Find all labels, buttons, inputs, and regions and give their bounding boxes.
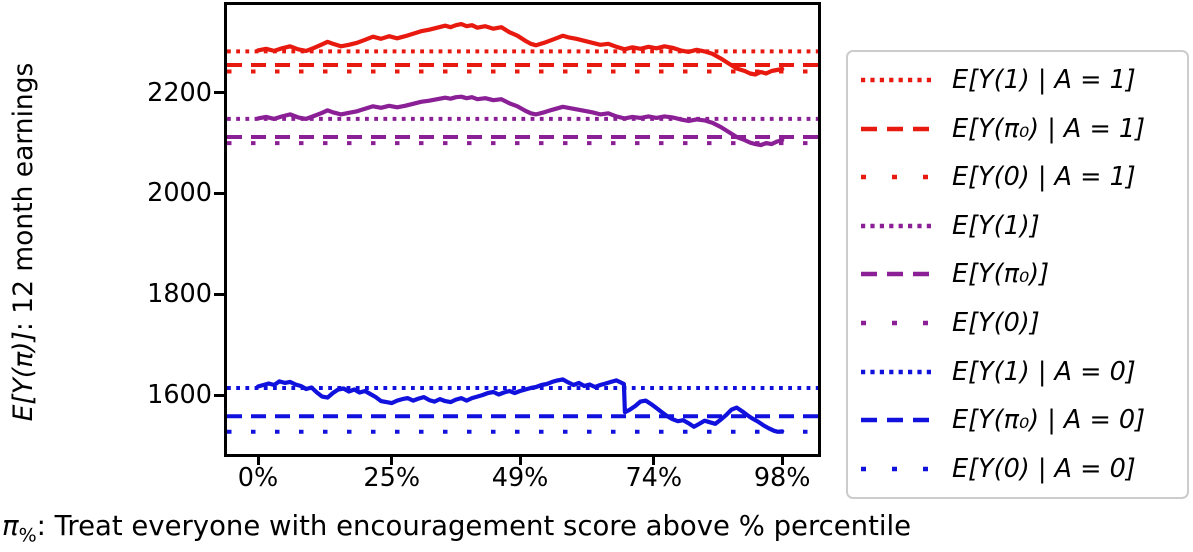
y-tick-label-2200: 2200 bbox=[147, 77, 212, 108]
legend-label: E[Y(1)] bbox=[952, 210, 1040, 241]
legend-label: E[Y(1) | A = 1] bbox=[952, 65, 1136, 96]
x-tick-label-0%: 0% bbox=[237, 463, 279, 493]
legend-label: E[Y(1) | A = 0] bbox=[952, 356, 1136, 387]
legend-item-8: E[Y(0) | A = 0] bbox=[848, 454, 1187, 484]
legend-sample-dotted-line-icon bbox=[861, 78, 933, 83]
y-tick-label-1600: 1600 bbox=[147, 380, 212, 411]
legend-sample-sparse-line-icon bbox=[861, 466, 933, 471]
x-tick-mark-49% bbox=[518, 456, 522, 465]
legend-item-0: E[Y(1) | A = 1] bbox=[848, 65, 1187, 95]
x-tick-label-74%: 74% bbox=[625, 463, 683, 493]
caption-pi-subscript: % bbox=[18, 524, 37, 547]
legend-label: E[Y(0) | A = 0] bbox=[952, 453, 1136, 484]
legend-item-4: E[Y(π₀)] bbox=[848, 259, 1187, 289]
x-tick-label-98%: 98% bbox=[753, 463, 811, 493]
legend-box: E[Y(1) | A = 1] E[Y(π₀) | A = 1] E[Y(0) | … bbox=[846, 50, 1189, 499]
legend-sample-sparse-line-icon bbox=[861, 175, 933, 180]
x-axis-caption: π%: Treat everyone with encouragement sc… bbox=[2, 508, 911, 552]
y-tick-label-2000: 2000 bbox=[147, 178, 212, 209]
caption-text: : Treat everyone with encouragement scor… bbox=[36, 510, 912, 542]
legend-label: E[Y(π₀)] bbox=[952, 259, 1050, 290]
y-tick-mark-2200 bbox=[214, 91, 224, 95]
legend-sample-dashed-line-icon bbox=[861, 126, 933, 132]
legend-item-1: E[Y(π₀) | A = 1] bbox=[848, 114, 1187, 144]
policy-value-curve-overall bbox=[255, 94, 785, 148]
x-tick-label-49%: 49% bbox=[491, 463, 549, 493]
y-tick-label-1800: 1800 bbox=[147, 279, 212, 310]
x-tick-mark-98% bbox=[780, 456, 784, 465]
legend-sample-dotted-line-icon bbox=[861, 369, 933, 374]
legend-item-5: E[Y(0)] bbox=[848, 308, 1187, 338]
plot-area bbox=[227, 22, 818, 434]
y-axis-label-rest: : 12 month earnings bbox=[8, 62, 39, 332]
legend-sample-dashed-line-icon bbox=[861, 417, 933, 423]
caption-pi-symbol: π bbox=[2, 510, 19, 542]
y-axis-label-math: E[Y(π)] bbox=[8, 331, 39, 422]
legend-item-2: E[Y(0) | A = 1] bbox=[848, 162, 1187, 192]
legend-sample-dotted-line-icon bbox=[861, 223, 933, 229]
y-axis-label: E[Y(π)]: 12 month earnings bbox=[5, 14, 43, 470]
legend-sample-sparse-line-icon bbox=[861, 320, 933, 326]
legend-item-3: E[Y(1)] bbox=[848, 211, 1187, 241]
policy-value-curve-control bbox=[255, 377, 785, 434]
x-tick-mark-25% bbox=[390, 456, 394, 465]
legend-sample-dashed-line-icon bbox=[861, 272, 933, 277]
y-tick-mark-1800 bbox=[214, 292, 224, 296]
legend-item-6: E[Y(1) | A = 0] bbox=[848, 357, 1187, 387]
legend-label: E[Y(π₀) | A = 1] bbox=[952, 113, 1146, 144]
y-tick-mark-1600 bbox=[214, 393, 224, 397]
legend-label: E[Y(π₀) | A = 0] bbox=[952, 405, 1146, 436]
legend-item-7: E[Y(π₀) | A = 0] bbox=[848, 405, 1187, 435]
y-tick-mark-2000 bbox=[214, 191, 224, 195]
x-tick-mark-0% bbox=[256, 456, 260, 465]
legend-label: E[Y(0) | A = 1] bbox=[952, 162, 1136, 193]
x-tick-label-25%: 25% bbox=[363, 463, 421, 493]
legend-label: E[Y(0)] bbox=[952, 308, 1040, 338]
policy-value-curve-treated bbox=[255, 22, 785, 77]
plot-area-border bbox=[224, 2, 821, 457]
x-tick-mark-74% bbox=[652, 456, 656, 465]
